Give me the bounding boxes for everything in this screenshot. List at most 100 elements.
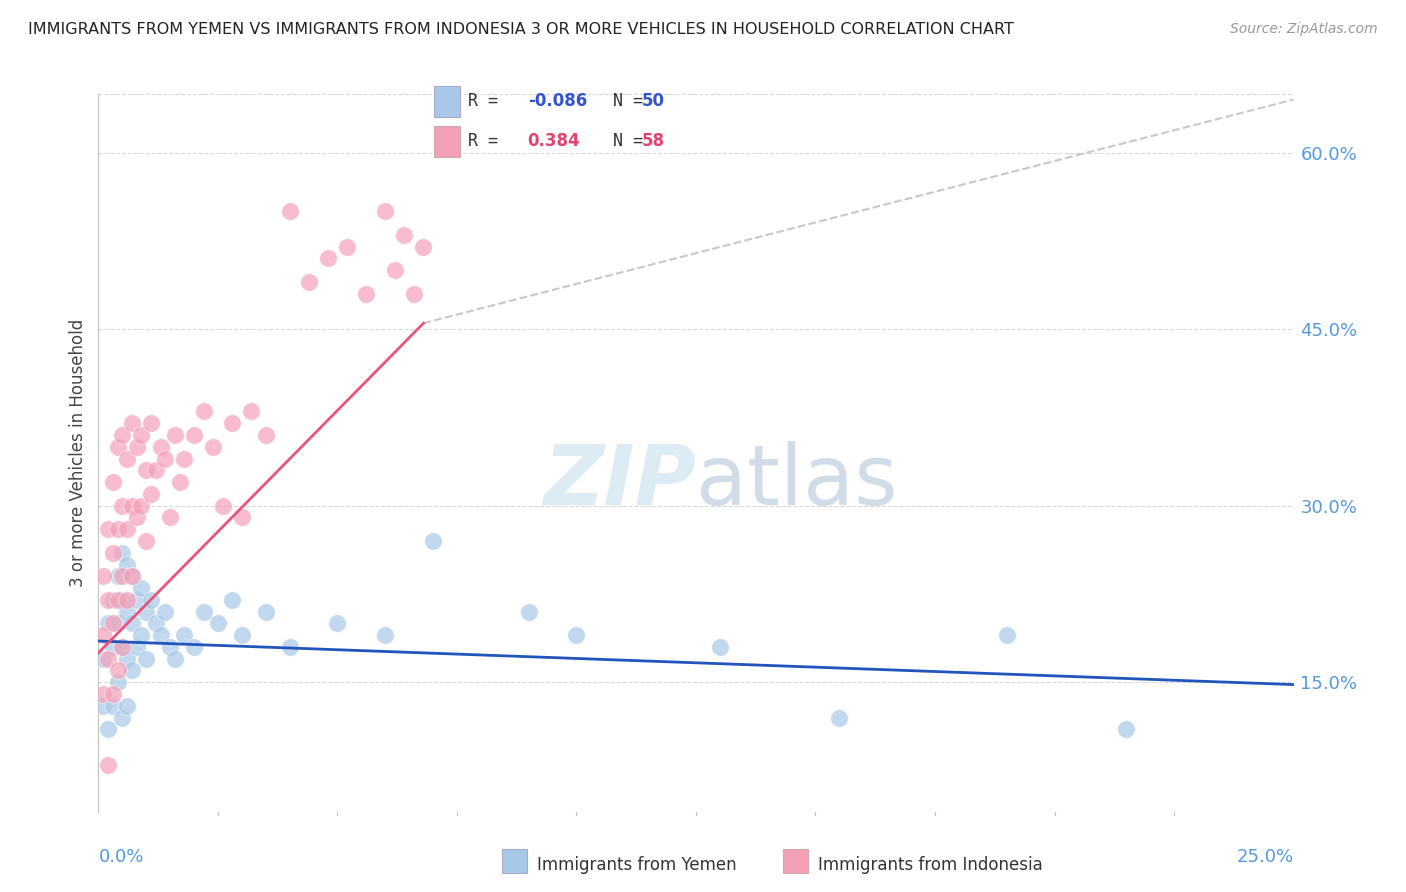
Point [384, 263, 406, 277]
Text: -0.086: -0.086 [527, 93, 586, 111]
Point [111, 640, 134, 654]
Point [193, 605, 215, 619]
Bar [783, 848, 808, 873]
Point [278, 204, 301, 219]
Text: 50: 50 [643, 93, 665, 111]
Point [91, 651, 114, 665]
Point [101, 616, 124, 631]
Point [173, 628, 195, 642]
Point [139, 487, 162, 501]
Point [211, 499, 233, 513]
Point [374, 204, 396, 219]
Point [336, 240, 359, 254]
Point [159, 640, 181, 654]
Point [231, 628, 253, 642]
Point [131, 428, 153, 442]
Point [125, 592, 148, 607]
Point [115, 698, 138, 713]
Point [101, 698, 124, 713]
Point [121, 569, 143, 583]
Point [173, 451, 195, 466]
Point [828, 710, 851, 724]
Bar [502, 848, 527, 873]
Point [101, 687, 124, 701]
Point [115, 605, 138, 619]
Text: IMMIGRANTS FROM YEMEN VS IMMIGRANTS FROM INDONESIA 3 OR MORE VEHICLES IN HOUSEHO: IMMIGRANTS FROM YEMEN VS IMMIGRANTS FROM… [28, 22, 1014, 37]
Point [107, 616, 129, 631]
Point [115, 522, 138, 536]
Point [139, 417, 162, 431]
Point [202, 440, 225, 454]
Point [97, 616, 120, 631]
Point [131, 628, 153, 642]
Text: N =: N = [593, 132, 652, 150]
Point [159, 510, 181, 524]
Point [125, 440, 148, 454]
Point [517, 605, 540, 619]
Point [91, 698, 114, 713]
Point [149, 628, 172, 642]
Y-axis label: 3 or more Vehicles in Household: 3 or more Vehicles in Household [69, 318, 87, 587]
Point [145, 463, 167, 477]
Text: R =: R = [468, 132, 517, 150]
Point [135, 533, 157, 548]
Point [101, 592, 124, 607]
Point [121, 616, 143, 631]
Point [354, 286, 377, 301]
Point [107, 522, 129, 536]
Point [254, 428, 277, 442]
Text: 0.0%: 0.0% [98, 847, 143, 865]
Point [111, 499, 134, 513]
Point [316, 252, 339, 266]
Point [107, 664, 129, 678]
Point [115, 592, 138, 607]
Point [91, 628, 114, 642]
Point [221, 417, 243, 431]
Point [995, 628, 1018, 642]
Point [121, 417, 143, 431]
Point [169, 475, 191, 489]
Point [135, 651, 157, 665]
Point [135, 463, 157, 477]
Point [111, 640, 134, 654]
Point [111, 592, 134, 607]
Point [91, 687, 114, 701]
Point [111, 569, 134, 583]
Text: 58: 58 [643, 132, 665, 150]
Text: Immigrants from Yemen: Immigrants from Yemen [537, 856, 737, 874]
Point [394, 227, 416, 242]
Point [107, 569, 129, 583]
Point [412, 240, 434, 254]
Point [183, 640, 205, 654]
Text: Immigrants from Indonesia: Immigrants from Indonesia [818, 856, 1043, 874]
Point [709, 640, 731, 654]
Point [231, 510, 253, 524]
Point [121, 499, 143, 513]
Text: ZIP: ZIP [543, 441, 696, 522]
Text: atlas: atlas [696, 441, 897, 522]
Point [422, 533, 444, 548]
Bar [434, 87, 460, 117]
Point [111, 428, 134, 442]
Point [240, 404, 263, 418]
Text: R =: R = [468, 93, 508, 111]
Point [1115, 723, 1137, 737]
Point [149, 440, 172, 454]
Point [115, 651, 138, 665]
Point [163, 428, 186, 442]
Point [97, 723, 120, 737]
Point [254, 605, 277, 619]
Point [139, 592, 162, 607]
Point [97, 522, 120, 536]
Point [97, 651, 120, 665]
Point [97, 757, 120, 772]
Point [125, 510, 148, 524]
Text: 0.384: 0.384 [527, 132, 581, 150]
Point [221, 592, 243, 607]
Point [155, 605, 177, 619]
Point [101, 640, 124, 654]
Point [107, 440, 129, 454]
Point [131, 499, 153, 513]
Point [402, 286, 425, 301]
Point [278, 640, 301, 654]
